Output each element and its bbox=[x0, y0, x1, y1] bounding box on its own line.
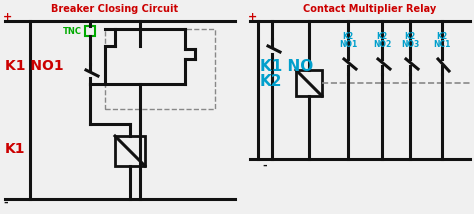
Bar bbox=[296, 70, 322, 96]
Text: +: + bbox=[3, 12, 12, 22]
Text: NO1: NO1 bbox=[339, 40, 357, 49]
Text: K2: K2 bbox=[404, 31, 416, 40]
Text: TNC: TNC bbox=[63, 27, 82, 36]
Bar bbox=[105, 29, 215, 109]
Text: K1 NO1: K1 NO1 bbox=[5, 59, 64, 73]
Text: K2: K2 bbox=[260, 73, 283, 89]
Text: K2: K2 bbox=[376, 31, 388, 40]
Text: K2: K2 bbox=[437, 31, 447, 40]
Bar bbox=[85, 26, 95, 36]
Text: K1: K1 bbox=[5, 142, 26, 156]
Text: NO2: NO2 bbox=[373, 40, 391, 49]
Text: -: - bbox=[3, 198, 8, 208]
Bar bbox=[115, 136, 145, 166]
Text: K2: K2 bbox=[342, 31, 354, 40]
Text: K1 NO: K1 NO bbox=[260, 58, 313, 73]
Text: +: + bbox=[248, 12, 257, 22]
Text: Contact Multiplier Relay: Contact Multiplier Relay bbox=[303, 4, 437, 14]
Text: NC1: NC1 bbox=[433, 40, 451, 49]
Text: -: - bbox=[262, 161, 266, 171]
Text: NO3: NO3 bbox=[401, 40, 419, 49]
Text: Breaker Closing Circuit: Breaker Closing Circuit bbox=[52, 4, 179, 14]
